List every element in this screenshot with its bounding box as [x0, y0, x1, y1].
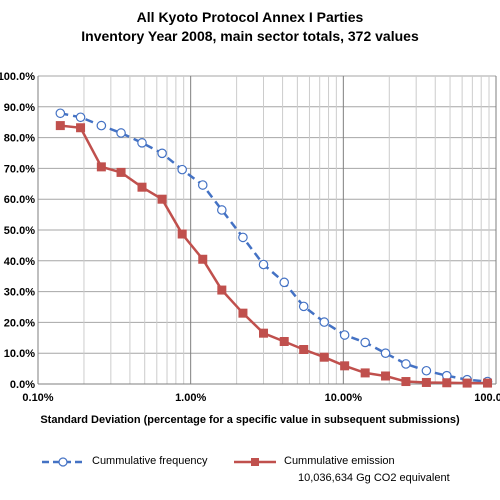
- legend-emission-swatch: [234, 458, 276, 466]
- emission-point: [462, 378, 472, 388]
- emission-point: [259, 328, 269, 338]
- y-tick-label: 20.0%: [4, 317, 35, 329]
- frequency-point: [157, 148, 167, 159]
- frequency-point: [401, 359, 411, 369]
- frequency-point: [217, 205, 227, 215]
- emission-point: [177, 229, 187, 239]
- frequency-point: [258, 259, 269, 270]
- y-tick-label: 100.0%: [0, 71, 35, 83]
- legend-emission-sublabel: 10,036,634 Gg CO2 equivalent: [298, 472, 450, 484]
- emission-point: [55, 121, 65, 131]
- emission-point: [401, 377, 411, 387]
- frequency-point: [298, 301, 309, 312]
- legend-frequency-swatch: [42, 457, 84, 467]
- frequency-point: [339, 330, 350, 340]
- emission-point: [76, 123, 86, 133]
- x-tick-label: 1.00%: [175, 392, 206, 404]
- chart-title: All Kyoto Protocol Annex I Parties: [136, 9, 364, 25]
- emission-point: [442, 378, 452, 388]
- emission-point: [198, 254, 208, 264]
- emission-point: [96, 162, 106, 172]
- frequency-point: [75, 112, 86, 123]
- emission-point: [157, 194, 167, 204]
- legend-emission-label: Cummulative emission: [284, 455, 395, 467]
- emission-point: [421, 377, 431, 387]
- y-tick-label: 60.0%: [4, 194, 35, 206]
- frequency-point: [279, 277, 290, 288]
- x-tick-label: 0.10%: [22, 392, 53, 404]
- frequency-point: [380, 348, 391, 358]
- emission-line: [60, 124, 488, 385]
- emission-point: [279, 336, 289, 346]
- emission-point: [217, 285, 227, 295]
- emission-point: [319, 352, 329, 362]
- frequency-point: [177, 164, 187, 175]
- y-tick-label: 0.0%: [10, 379, 35, 391]
- emission-point: [360, 368, 370, 378]
- frequency-point: [360, 337, 370, 348]
- frequency-point: [55, 108, 66, 119]
- x-tick-label: 100.00%: [474, 392, 500, 404]
- emission-point: [116, 167, 126, 177]
- frequency-point: [421, 365, 432, 376]
- chart-subtitle: Inventory Year 2008, main sector totals,…: [81, 28, 419, 44]
- frequency-line: [60, 112, 488, 383]
- frequency-point: [116, 128, 126, 138]
- emission-point: [299, 345, 309, 355]
- emission-point: [137, 182, 147, 192]
- y-tick-label: 30.0%: [4, 287, 35, 299]
- frequency-point: [319, 317, 330, 327]
- emission-point: [483, 378, 493, 388]
- frequency-point: [96, 120, 107, 131]
- frequency-point: [197, 180, 208, 190]
- legend-frequency-label: Cummulative frequency: [92, 455, 208, 467]
- frequency-point: [238, 232, 248, 243]
- y-tick-label: 40.0%: [4, 256, 35, 268]
- frequency-point: [137, 138, 147, 148]
- y-tick-label: 50.0%: [4, 225, 35, 237]
- y-tick-label: 90.0%: [4, 102, 35, 114]
- emission-point: [381, 371, 391, 381]
- x-axis-label: Standard Deviation (percentage for a spe…: [40, 414, 460, 426]
- emission-point: [238, 308, 248, 318]
- emission-point: [340, 361, 350, 371]
- y-tick-label: 10.0%: [4, 348, 35, 360]
- y-tick-label: 80.0%: [4, 133, 35, 145]
- x-tick-label: 10.00%: [325, 392, 363, 404]
- y-tick-label: 70.0%: [4, 163, 35, 175]
